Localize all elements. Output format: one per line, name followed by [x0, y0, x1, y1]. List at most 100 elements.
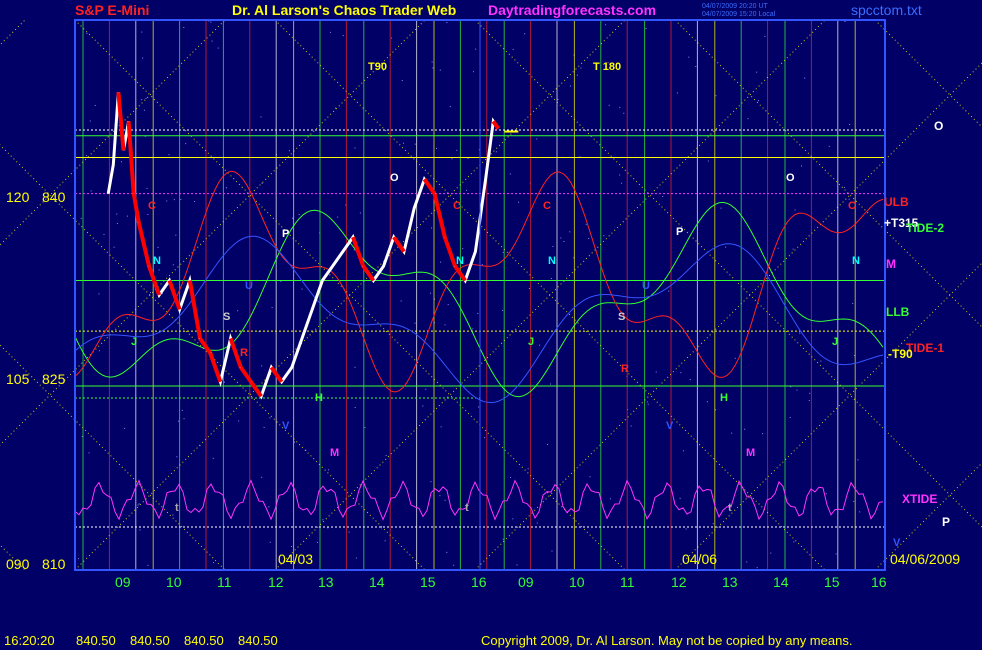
- star-dot: [359, 212, 361, 214]
- star-dot: [843, 186, 845, 188]
- diagonal-up-line: [874, 462, 982, 571]
- star-dot: [185, 143, 187, 145]
- x-tick-label: 11: [217, 574, 232, 590]
- star-dot: [432, 67, 434, 69]
- star-dot: [166, 200, 168, 202]
- star-dot: [330, 31, 332, 33]
- marker-o-right: O: [934, 119, 944, 133]
- star-dot: [261, 182, 263, 184]
- star-dot: [758, 100, 760, 102]
- star-dot: [316, 541, 318, 543]
- marker-v: V: [666, 420, 674, 432]
- star-dot: [518, 201, 520, 203]
- star-dot: [770, 552, 772, 554]
- star-dot: [298, 213, 300, 215]
- star-dot: [689, 379, 691, 381]
- marker-s: S: [618, 311, 626, 323]
- star-dot: [536, 522, 538, 524]
- star-dot: [799, 332, 801, 334]
- star-dot: [715, 95, 717, 97]
- star-dot: [447, 304, 449, 306]
- curve-label-tide1: TIDE-1: [906, 341, 945, 355]
- star-dot: [431, 227, 433, 229]
- level-label-t90: -T90: [888, 347, 913, 361]
- star-dot: [706, 401, 708, 403]
- diagonal-grid-lines: [0, 19, 982, 571]
- star-dot: [552, 245, 554, 247]
- star-dot: [484, 437, 486, 439]
- star-dot: [569, 231, 571, 233]
- price-down-segment: [126, 121, 136, 194]
- y-price-label: 810: [42, 556, 66, 572]
- marker-n: N: [852, 255, 860, 267]
- site-title: Daytradingforecasts.com: [488, 2, 657, 18]
- level-label-m: M: [886, 257, 896, 271]
- star-dot: [848, 198, 850, 200]
- star-dot: [746, 561, 748, 563]
- x-tick-label: 15: [824, 574, 840, 590]
- star-dot: [820, 360, 822, 362]
- x-tick-label: 15: [420, 574, 436, 590]
- star-dot: [725, 246, 727, 248]
- x-tick-label: 13: [722, 574, 738, 590]
- star-dot: [141, 31, 143, 33]
- star-dot: [539, 344, 541, 346]
- star-dot: [647, 403, 649, 405]
- marker-c: C: [848, 200, 856, 212]
- star-dot: [161, 293, 163, 295]
- marker-r: R: [240, 347, 248, 359]
- footer-open: 840.50: [76, 633, 116, 648]
- date-label: 04/03: [278, 551, 314, 567]
- star-dot: [477, 312, 479, 314]
- star-dot: [176, 456, 178, 458]
- star-dot: [211, 40, 213, 42]
- file-name: spcctom.txt: [851, 2, 922, 18]
- star-dot: [655, 371, 657, 373]
- star-dot: [260, 116, 262, 118]
- marker-j: J: [832, 336, 839, 348]
- star-dot: [90, 190, 92, 192]
- price-down-segment: [269, 366, 284, 383]
- marker-m: M: [330, 447, 340, 459]
- price-line: [106, 92, 500, 400]
- star-dot: [835, 553, 837, 555]
- curve-label-xtide: XTIDE: [902, 492, 938, 506]
- star-dot: [510, 476, 512, 478]
- marker-u: U: [245, 280, 253, 292]
- center-title: Dr. Al Larson's Chaos Trader Web: [232, 2, 457, 18]
- star-dot: [124, 427, 126, 429]
- star-dot: [646, 401, 648, 403]
- star-dot: [440, 426, 442, 428]
- star-dot: [777, 247, 779, 249]
- star-dot: [668, 290, 670, 292]
- star-dot: [431, 61, 433, 63]
- star-dot: [609, 498, 611, 500]
- star-dot: [588, 238, 590, 240]
- star-dot: [85, 154, 87, 156]
- date-label: 04/06: [682, 551, 718, 567]
- marker-v-right: V: [893, 537, 901, 549]
- star-dot: [512, 48, 514, 50]
- star-dot: [481, 264, 483, 266]
- star-dot: [585, 223, 587, 225]
- star-dot: [525, 331, 527, 333]
- star-dot: [142, 57, 144, 59]
- star-dot: [695, 65, 697, 67]
- star-dot: [440, 261, 442, 263]
- star-dot: [550, 383, 552, 385]
- star-dot: [402, 142, 404, 144]
- star-dot: [512, 518, 514, 520]
- star-dot: [619, 174, 621, 176]
- marker-t: t: [175, 502, 179, 514]
- footer-high: 840.50: [130, 633, 170, 648]
- instrument-title: S&P E-Mini: [75, 2, 150, 18]
- star-dot: [126, 215, 128, 217]
- star-dot: [348, 531, 350, 533]
- star-dot: [217, 47, 219, 49]
- star-dot: [680, 372, 682, 374]
- marker-j: J: [528, 336, 535, 348]
- star-dot: [516, 564, 518, 566]
- x-tick-label: 16: [471, 574, 487, 590]
- star-dot: [261, 365, 263, 367]
- star-dot: [560, 237, 562, 239]
